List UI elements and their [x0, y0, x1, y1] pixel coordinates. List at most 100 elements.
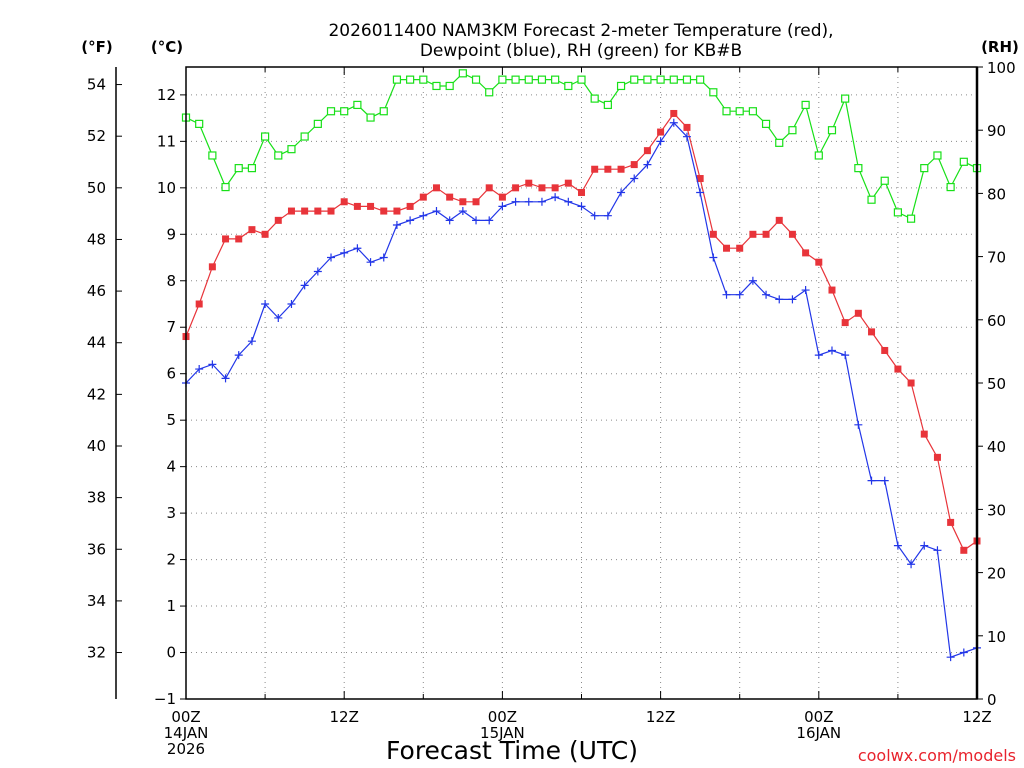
rh-point — [406, 75, 415, 84]
dewpoint-point — [406, 216, 415, 225]
fahrenheit-tick-label: 34 — [87, 592, 106, 610]
rh-unit-label: (RH) — [981, 38, 1019, 56]
dewpoint-point — [392, 221, 401, 229]
rh-point — [814, 151, 823, 160]
temperature-point — [419, 193, 427, 201]
rh-tick-label: 10 — [987, 628, 1006, 646]
rh-point — [880, 176, 889, 185]
dewpoint-point — [261, 300, 270, 308]
dewpoint-point — [340, 248, 349, 257]
dewpoint-point — [656, 137, 665, 146]
rh-point — [445, 81, 454, 91]
temperature-point — [393, 207, 401, 215]
dewpoint-point — [300, 281, 309, 290]
rh-point — [195, 119, 204, 128]
celsius-tick-label: 8 — [166, 272, 176, 290]
dewpoint-point — [445, 216, 454, 225]
temperature-point — [512, 184, 520, 192]
rh-point — [313, 119, 322, 128]
dewpoint-point — [630, 174, 639, 183]
rh-tick-label: 60 — [987, 312, 1006, 330]
dewpoint-point — [682, 132, 691, 141]
temperature-point — [222, 235, 230, 243]
dewpoint-point — [933, 546, 942, 555]
celsius-tick-label: 2 — [166, 551, 176, 569]
rh-point — [682, 75, 692, 84]
rh-point — [933, 151, 942, 160]
celsius-tick-label: 5 — [166, 411, 176, 429]
dewpoint-point — [327, 253, 336, 262]
temperature-point — [340, 198, 348, 206]
dewpoint-point — [880, 476, 889, 485]
rh-point — [775, 138, 784, 147]
temperature-point — [564, 179, 572, 187]
celsius-tick-label: 9 — [166, 225, 176, 243]
temperature-point — [815, 258, 823, 266]
rh-tick-label: 30 — [987, 501, 1006, 519]
temperature-point — [881, 346, 889, 354]
fahrenheit-tick-label: 42 — [87, 385, 106, 403]
celsius-tick-label: 3 — [166, 504, 176, 522]
rh-point — [893, 208, 903, 217]
temperature-point — [353, 202, 361, 210]
rh-point — [827, 126, 837, 135]
rh-point — [234, 164, 243, 173]
rh-point — [366, 113, 375, 122]
fahrenheit-tick-label: 54 — [87, 76, 106, 94]
celsius-unit-label: (°C) — [151, 38, 183, 56]
temperature-point — [287, 207, 295, 215]
temperature-point — [367, 202, 375, 210]
dewpoint-point — [643, 160, 652, 169]
temperature-point — [274, 216, 282, 224]
dewpoint-point — [801, 286, 810, 295]
temperature-point — [920, 430, 928, 438]
celsius-tick-label: 11 — [157, 132, 176, 150]
fahrenheit-tick-label: 36 — [87, 540, 106, 558]
rh-point — [761, 119, 771, 128]
temperature-point — [683, 123, 691, 131]
rh-point — [590, 94, 599, 103]
rh-point — [906, 214, 916, 223]
rh-point — [537, 75, 547, 84]
rh-point — [709, 88, 718, 97]
rh-point — [841, 94, 850, 103]
x-tick-label: 12Z — [330, 708, 359, 726]
dewpoint-point — [854, 420, 863, 429]
rh-point — [419, 75, 428, 84]
temperature-point — [485, 184, 493, 192]
rh-point — [261, 132, 270, 141]
credit-link[interactable]: coolwx.com/models — [858, 746, 1016, 765]
x-tick-label: 00Z — [488, 708, 517, 726]
dewpoint-point — [458, 207, 467, 216]
dewpoint-point — [841, 351, 850, 360]
rh-point — [274, 151, 283, 160]
temperature-point — [736, 244, 744, 252]
temperature-point — [578, 188, 585, 196]
celsius-tick-label: 7 — [166, 318, 176, 336]
celsius-tick-label: 12 — [157, 86, 176, 104]
dewpoint-point — [195, 365, 204, 374]
temperature-point — [709, 230, 717, 238]
rh-point — [801, 100, 810, 110]
dewpoint-point — [221, 374, 230, 383]
dewpoint-point — [748, 276, 757, 285]
rh-point — [392, 75, 402, 84]
dewpoint-point — [353, 244, 362, 253]
dewpoint-point — [959, 648, 968, 657]
dewpoint-point — [472, 216, 481, 225]
temperature-point — [630, 161, 638, 169]
rh-point — [564, 81, 573, 91]
fahrenheit-unit-label: (°F) — [81, 38, 112, 56]
dewpoint-point — [524, 197, 533, 206]
temperature-point — [775, 216, 783, 224]
dewpoint-point — [920, 541, 929, 550]
rh-point — [432, 81, 441, 91]
dewpoint-point — [762, 290, 771, 299]
temperature-point — [762, 230, 770, 238]
x-date-label: 16JAN — [796, 724, 841, 742]
x-tick-label: 00Z — [804, 708, 833, 726]
temperature-point — [788, 230, 796, 238]
dewpoint-point — [511, 197, 520, 206]
fahrenheit-tick-label: 52 — [87, 127, 106, 145]
temperature-point — [670, 109, 678, 117]
